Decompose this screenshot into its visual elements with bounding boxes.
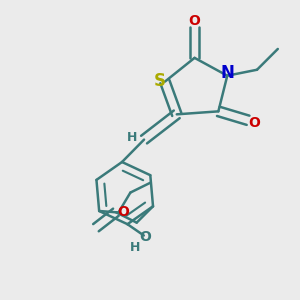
Text: N: N	[221, 64, 235, 82]
Text: O: O	[189, 14, 200, 28]
Text: H: H	[130, 242, 140, 254]
Text: S: S	[154, 72, 166, 90]
Text: H: H	[126, 131, 137, 144]
Text: O: O	[117, 206, 129, 220]
Text: O: O	[140, 230, 151, 244]
Text: O: O	[249, 116, 261, 130]
